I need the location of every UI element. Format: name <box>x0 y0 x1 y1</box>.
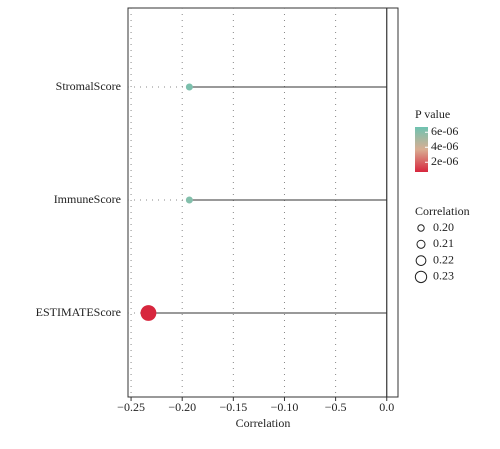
size-label: 0.21 <box>433 236 454 250</box>
size-key <box>417 224 425 232</box>
category-label: StromalScore <box>56 79 121 93</box>
colorbar-label: 4e-06 <box>431 139 458 153</box>
color-legend-title: P value <box>415 107 450 121</box>
size-key <box>416 239 426 249</box>
point <box>185 196 193 204</box>
category-label: ESTIMATEScore <box>36 305 121 319</box>
colorbar-label: 2e-06 <box>431 154 458 168</box>
x-tick-label: 0.0 <box>379 400 394 414</box>
x-axis-title: Correlation <box>236 416 291 430</box>
x-tick-label: −0.10 <box>271 400 299 414</box>
size-label: 0.22 <box>433 252 454 266</box>
size-key <box>414 270 428 284</box>
colorbar-label: 6e-06 <box>431 124 458 138</box>
x-tick-label: −0.15 <box>219 400 247 414</box>
point <box>185 83 193 91</box>
size-label: 0.23 <box>433 269 454 283</box>
point <box>140 305 157 321</box>
size-label: 0.20 <box>433 220 454 234</box>
colorbar <box>415 127 428 172</box>
plot-frame <box>127 7 399 398</box>
x-tick-label: −0.20 <box>168 400 196 414</box>
size-legend-title: Correlation <box>415 204 470 218</box>
x-tick-label: −0.25 <box>117 400 145 414</box>
category-label: ImmuneScore <box>54 192 121 206</box>
x-tick-label: −0.5 <box>325 400 347 414</box>
size-key <box>415 255 427 266</box>
